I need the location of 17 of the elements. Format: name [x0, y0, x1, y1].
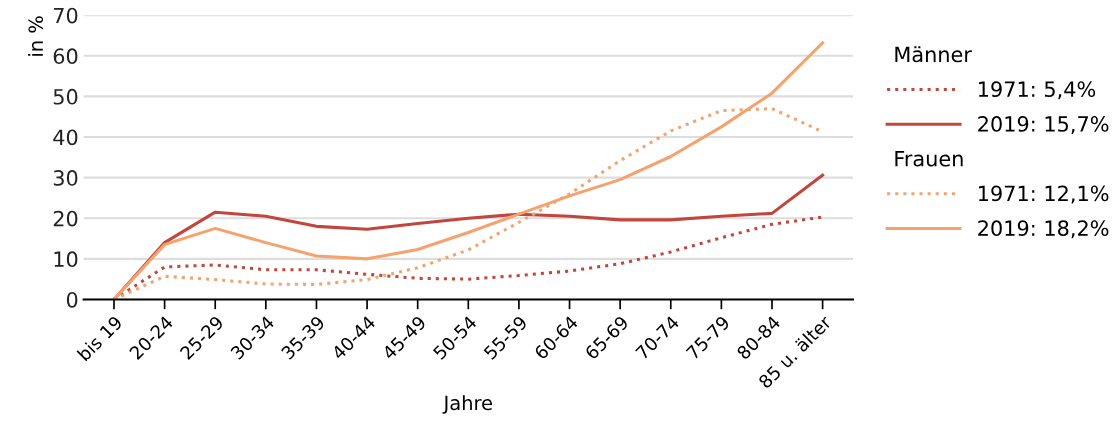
legend-label: 1971: 12,1%	[978, 185, 1109, 204]
text: Frauen	[895, 151, 963, 167]
legend-label: 2019: 18,2%	[978, 220, 1109, 239]
y-tick-label: 20	[53, 210, 78, 227]
y-tick-label: 10	[54, 251, 78, 268]
legend-label: 2019: 15,7%	[978, 116, 1109, 134]
y-tick-label: 40	[53, 129, 78, 146]
y-tick-label: 30	[53, 170, 78, 186]
text: Männer	[895, 46, 972, 63]
y-tick-label: 60	[53, 48, 78, 65]
y-tick-label: 0	[66, 291, 78, 308]
y-tick-label: 50	[53, 88, 78, 105]
legend-label: 1971: 5,4%	[978, 81, 1096, 100]
y-axis-title: in %	[28, 16, 44, 56]
x-tick-label: bis 19	[76, 314, 123, 362]
y-tick-label: 70	[53, 7, 78, 24]
x-axis-title: Jahre	[442, 395, 493, 414]
